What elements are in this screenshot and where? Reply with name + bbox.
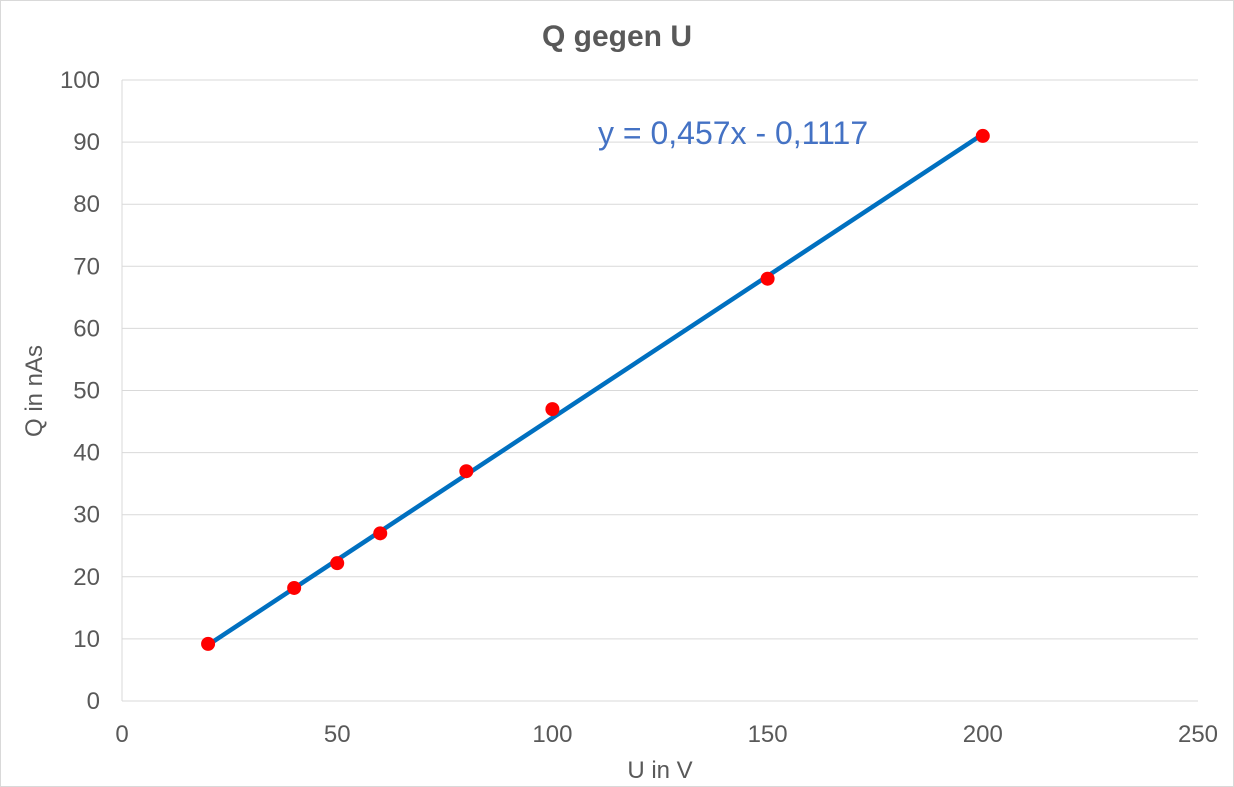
axes [121,80,1198,702]
y-tick-label-8: 80 [73,191,100,218]
y-tick-label-10: 100 [60,67,100,94]
x-tick-label-5: 250 [1178,721,1218,748]
x-tick-label-0: 0 [115,721,128,748]
y-tick-label-4: 40 [73,440,100,467]
y-tick-label-6: 60 [73,315,100,342]
data-point-5 [545,402,560,417]
x-tick-labels: 0 50 100 150 200 250 [115,721,1218,748]
data-point-2 [330,556,345,571]
data-point-1 [287,580,302,595]
data-point-3 [373,526,388,541]
y-tick-labels: 0 10 20 30 40 50 60 70 80 90 100 [60,67,100,715]
chart-title: Q gegen U [542,20,692,53]
y-tick-label-3: 30 [73,502,100,529]
data-point-6 [760,271,775,286]
y-axis-title: Q in nAs [21,345,48,437]
x-tick-label-4: 200 [963,721,1003,748]
y-tick-label-7: 70 [73,253,100,280]
data-point-4 [459,464,474,479]
x-tick-label-3: 150 [748,721,788,748]
y-tick-label-5: 50 [73,378,100,405]
data-point-7 [975,128,990,143]
y-tick-label-2: 20 [73,564,100,591]
data-point-0 [201,636,216,651]
x-tick-label-1: 50 [324,721,351,748]
x-tick-label-2: 100 [532,721,572,748]
gridlines [122,79,1198,640]
data-points [201,128,990,651]
x-axis-title: U in V [627,757,692,784]
y-tick-label-0: 0 [87,688,100,715]
y-tick-label-1: 10 [73,626,100,653]
trendline-equation: y = 0,457x - 0,1117 [598,115,868,151]
y-tick-label-9: 90 [73,129,100,156]
